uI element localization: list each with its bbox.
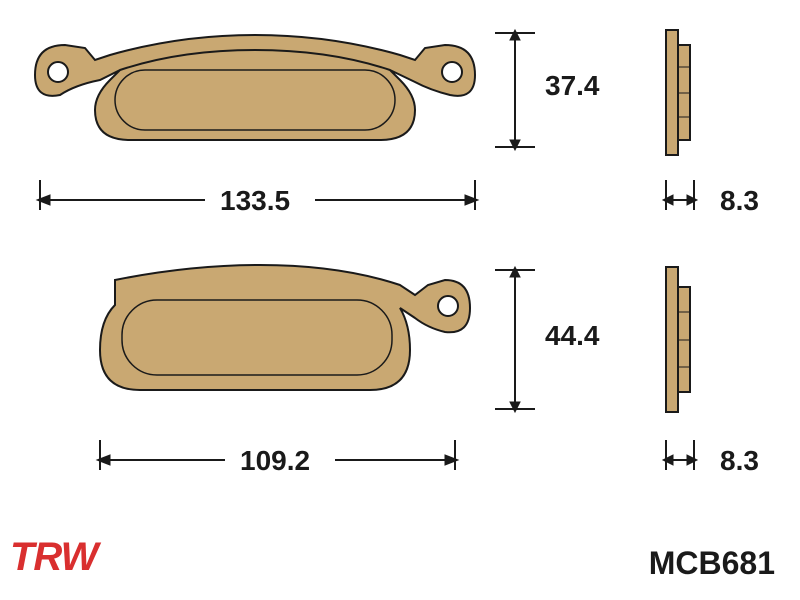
top-pad-thickness-label: 8.3 <box>720 185 759 217</box>
brand-logo: TRW <box>10 535 97 580</box>
part-number-label: MCB681 <box>649 545 775 582</box>
top-pad-front <box>20 20 490 160</box>
top-pad-width-label: 133.5 <box>220 185 290 217</box>
bottom-pad-front <box>60 260 480 420</box>
bottom-pad-thickness-label: 8.3 <box>720 445 759 477</box>
top-pad-side <box>660 25 700 160</box>
bottom-pad-height-dim <box>490 262 540 417</box>
bottom-pad-height-label: 44.4 <box>545 320 600 352</box>
bottom-pad-thickness-dim <box>650 435 710 485</box>
top-pad-height-dim <box>490 25 540 155</box>
technical-diagram: 37.4 133.5 8.3 44.4 <box>0 0 800 600</box>
bottom-pad-side <box>660 262 700 417</box>
top-pad-height-label: 37.4 <box>545 70 600 102</box>
top-pad-thickness-dim <box>650 175 710 225</box>
bottom-pad-width-label: 109.2 <box>240 445 310 477</box>
